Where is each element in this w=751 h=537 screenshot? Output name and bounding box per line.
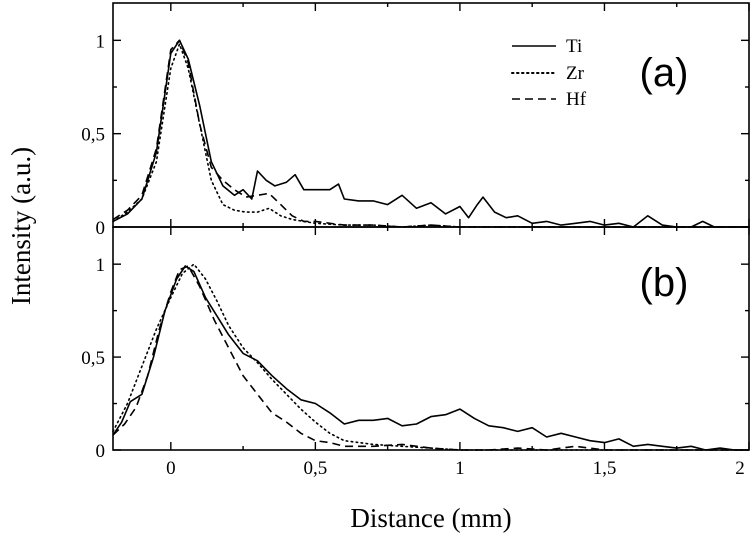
panel-a-series <box>112 39 750 228</box>
panel-a-y-tick-label: 0,5 <box>81 125 105 146</box>
x-tick-label: 0,5 <box>303 458 327 479</box>
panel-a-y-tick-label: 0 <box>96 218 106 239</box>
panel-b-series-ti <box>112 265 749 451</box>
x-tick-label: 0 <box>166 458 176 479</box>
panel-b-series-hf <box>112 265 749 451</box>
x-tick-label: 1 <box>455 458 465 479</box>
panel-b-y-tick-label: 1 <box>96 255 106 276</box>
legend-label-ti: Ti <box>566 36 582 57</box>
panel-a-label: (a) <box>640 51 689 95</box>
y-axis-title: Intensity (a.u.) <box>6 147 36 305</box>
axis-tick-labels: 0 0,5 1 0 0,5 1 0 0,5 1 1,5 2 <box>81 31 745 479</box>
panel-b-y-tick-label: 0 <box>96 441 106 462</box>
x-tick-label: 2 <box>735 458 745 479</box>
panel-a-series-hf <box>112 39 749 228</box>
legend-label-hf: Hf <box>566 89 587 110</box>
legend-label-zr: Zr <box>566 63 585 84</box>
panel-b-series-zr <box>112 263 750 451</box>
panel-a-series-ti <box>112 39 749 228</box>
panel-a-frame <box>112 2 750 228</box>
x-tick-label: 1,5 <box>593 458 617 479</box>
panel-b-series <box>112 263 750 451</box>
panel-b-frame <box>112 226 750 451</box>
panel-b-label: (b) <box>640 261 689 305</box>
x-axis-title: Distance (mm) <box>350 503 511 533</box>
panel-a-y-tick-label: 1 <box>96 31 106 52</box>
legend: Ti Zr Hf <box>511 36 587 110</box>
panel-b-y-tick-label: 0,5 <box>81 348 105 369</box>
